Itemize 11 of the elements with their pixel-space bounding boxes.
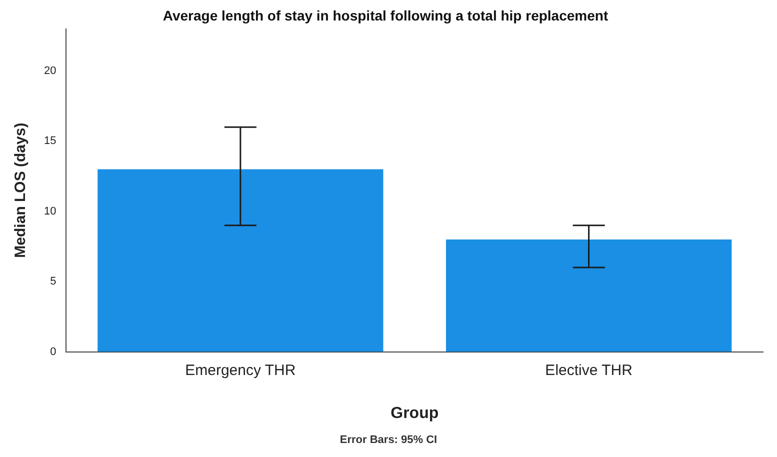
- y-tick-label: 20: [44, 64, 56, 77]
- x-tick-label: Emergency THR: [185, 362, 296, 379]
- x-axis-title: Group: [390, 404, 439, 422]
- y-tick-label: 15: [44, 135, 56, 148]
- text: Error Bars: 95% CI: [340, 434, 438, 446]
- y-axis-title: Median LOS (days): [12, 122, 30, 258]
- y-tick-label: 0: [50, 346, 56, 358]
- y-tick-label: 10: [44, 205, 56, 218]
- x-tick-label: Elective THR: [545, 362, 633, 379]
- chart-title: Average length of stay in hospital following a total hip replacement: [162, 7, 608, 24]
- y-tick-label: 5: [50, 276, 56, 288]
